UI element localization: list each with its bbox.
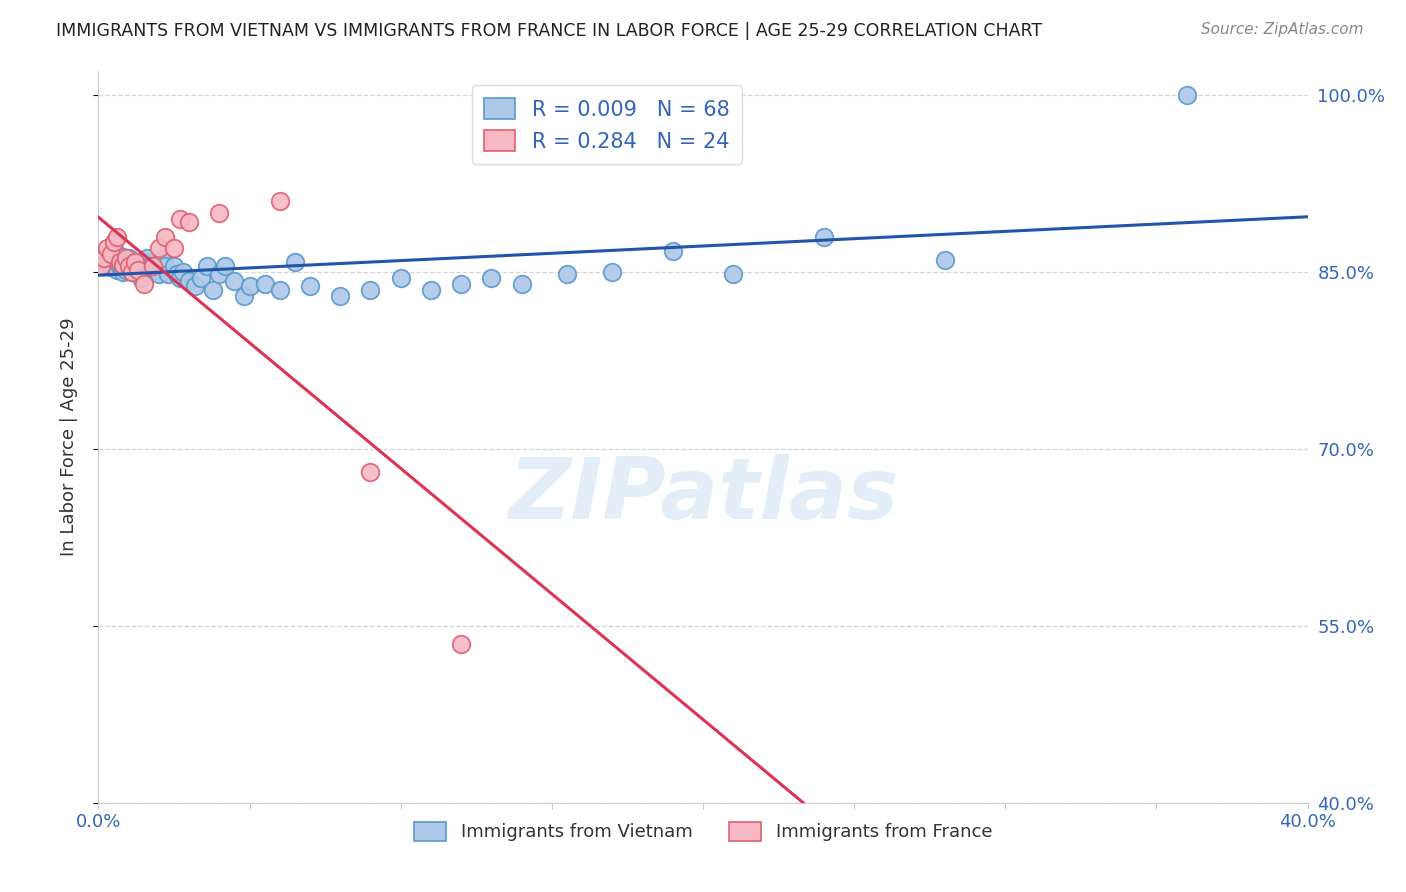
Point bbox=[208, 206, 231, 220]
Point bbox=[103, 235, 125, 250]
Legend: Immigrants from Vietnam, Immigrants from France: Immigrants from Vietnam, Immigrants from… bbox=[406, 814, 1000, 848]
Point bbox=[190, 270, 212, 285]
Point bbox=[148, 241, 170, 255]
Point bbox=[156, 267, 179, 281]
Point bbox=[481, 270, 503, 285]
Point bbox=[93, 251, 115, 265]
Point bbox=[108, 260, 131, 275]
Point bbox=[299, 279, 322, 293]
Point bbox=[169, 211, 191, 226]
Point bbox=[121, 265, 143, 279]
Point bbox=[360, 283, 382, 297]
Point bbox=[124, 255, 146, 269]
Point bbox=[202, 283, 225, 297]
Point bbox=[153, 229, 176, 244]
Point bbox=[127, 262, 149, 277]
Point bbox=[139, 259, 162, 273]
Y-axis label: In Labor Force | Age 25-29: In Labor Force | Age 25-29 bbox=[59, 318, 77, 557]
Point bbox=[602, 265, 624, 279]
Point bbox=[114, 251, 136, 265]
Point bbox=[1175, 87, 1198, 102]
Point bbox=[450, 277, 472, 291]
Point bbox=[132, 255, 155, 269]
Point bbox=[100, 253, 122, 268]
Point bbox=[93, 259, 115, 273]
Point bbox=[108, 258, 131, 272]
Point bbox=[360, 466, 382, 480]
Text: Source: ZipAtlas.com: Source: ZipAtlas.com bbox=[1201, 22, 1364, 37]
Point bbox=[118, 258, 141, 272]
Point bbox=[389, 270, 412, 285]
Point bbox=[111, 255, 134, 269]
Point bbox=[132, 277, 155, 291]
Point bbox=[269, 283, 291, 297]
Point bbox=[90, 259, 112, 273]
Point bbox=[172, 265, 194, 279]
Point bbox=[111, 258, 134, 272]
Point bbox=[145, 262, 167, 277]
Point bbox=[121, 259, 143, 273]
Point bbox=[100, 260, 122, 275]
Point bbox=[208, 267, 231, 281]
Point bbox=[269, 194, 291, 208]
Point bbox=[723, 267, 745, 281]
Text: IMMIGRANTS FROM VIETNAM VS IMMIGRANTS FROM FRANCE IN LABOR FORCE | AGE 25-29 COR: IMMIGRANTS FROM VIETNAM VS IMMIGRANTS FR… bbox=[56, 22, 1042, 40]
Point bbox=[121, 265, 143, 279]
Point bbox=[108, 253, 131, 268]
Point bbox=[135, 251, 157, 265]
Point bbox=[114, 253, 136, 268]
Point bbox=[96, 255, 118, 269]
Point bbox=[239, 279, 262, 293]
Point bbox=[105, 247, 128, 261]
Point bbox=[224, 274, 246, 288]
Point bbox=[111, 250, 134, 264]
Point bbox=[179, 274, 201, 288]
Point bbox=[108, 255, 131, 269]
Point bbox=[934, 253, 956, 268]
Point bbox=[111, 265, 134, 279]
Point bbox=[166, 267, 188, 281]
Point bbox=[450, 636, 472, 650]
Point bbox=[103, 255, 125, 269]
Point bbox=[555, 267, 578, 281]
Point bbox=[124, 255, 146, 269]
Point bbox=[96, 259, 118, 273]
Point bbox=[169, 270, 191, 285]
Point bbox=[153, 259, 176, 273]
Point bbox=[100, 247, 122, 261]
Point bbox=[114, 262, 136, 277]
Point bbox=[118, 259, 141, 273]
Point bbox=[127, 262, 149, 277]
Point bbox=[510, 277, 533, 291]
Point bbox=[105, 229, 128, 244]
Point bbox=[96, 241, 118, 255]
Point bbox=[163, 241, 186, 255]
Point bbox=[195, 259, 218, 273]
Point bbox=[118, 251, 141, 265]
Point bbox=[163, 259, 186, 273]
Point bbox=[90, 253, 112, 268]
Point bbox=[184, 279, 207, 293]
Point bbox=[142, 259, 165, 273]
Point bbox=[253, 277, 276, 291]
Point bbox=[129, 270, 152, 285]
Point bbox=[103, 251, 125, 265]
Point bbox=[661, 244, 683, 258]
Point bbox=[214, 259, 236, 273]
Point bbox=[284, 255, 307, 269]
Point bbox=[232, 288, 254, 302]
Point bbox=[142, 259, 165, 273]
Point bbox=[329, 288, 352, 302]
Point bbox=[813, 229, 835, 244]
Point bbox=[105, 262, 128, 277]
Point bbox=[179, 215, 201, 229]
Point bbox=[148, 267, 170, 281]
Point bbox=[103, 258, 125, 272]
Point bbox=[150, 253, 173, 268]
Point bbox=[93, 251, 115, 265]
Text: ZIPatlas: ZIPatlas bbox=[508, 454, 898, 537]
Point bbox=[420, 283, 443, 297]
